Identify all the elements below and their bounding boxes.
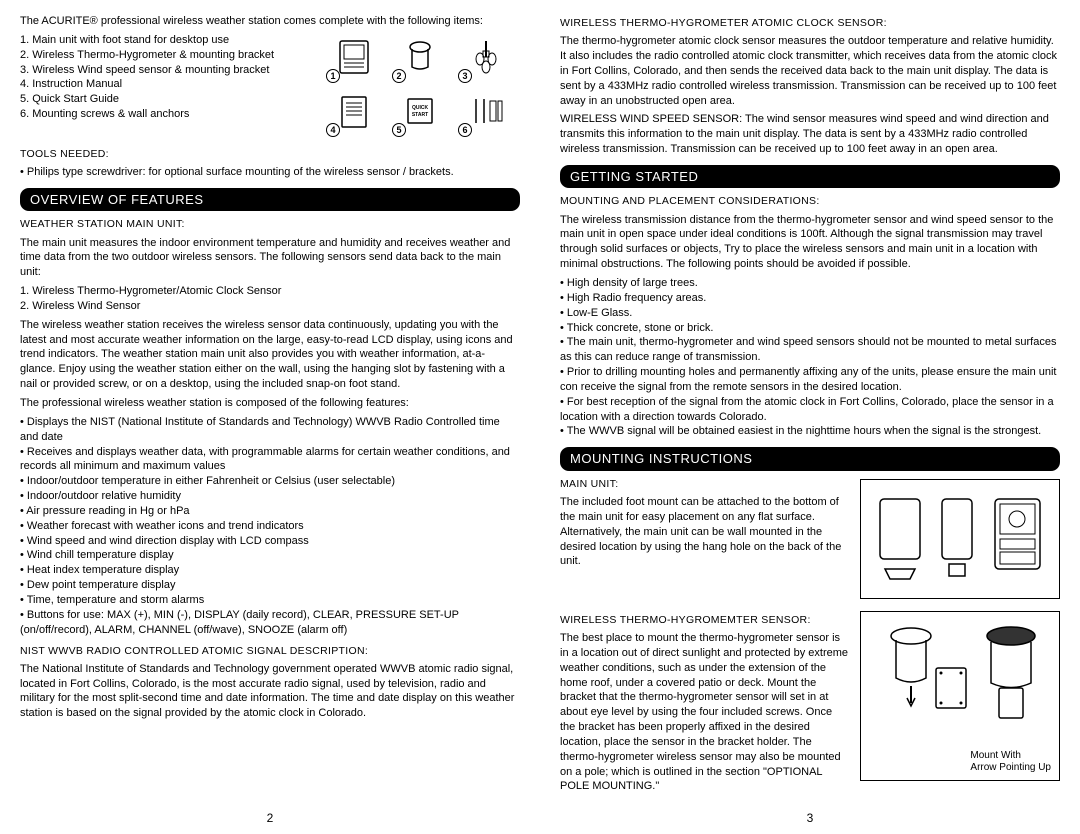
nist-paragraph: The National Institute of Standards and … — [20, 662, 520, 721]
main-unit-mounting-illustration — [860, 479, 1060, 599]
intro-text: The ACURITE® professional wireless weath… — [20, 14, 520, 29]
page-number-right: 3 — [807, 810, 814, 826]
wsmu-paragraph-2: The wireless weather station receives th… — [20, 318, 520, 392]
tools-needed-heading: TOOLS NEEDED: — [20, 147, 520, 161]
mount-caption: Mount With Arrow Pointing Up — [970, 750, 1051, 774]
page-right: WIRELESS THERMO-HYGROMETER ATOMIC CLOCK … — [540, 0, 1080, 834]
tools-needed-text: • Philips type screwdriver: for optional… — [20, 165, 520, 180]
nist-heading: NIST WWVB RADIO CONTROLLED ATOMIC SIGNAL… — [20, 644, 520, 658]
svg-text:START: START — [412, 112, 428, 118]
getting-started-header: GETTING STARTED — [560, 165, 1060, 189]
features-intro: The professional wireless weather statio… — [20, 396, 520, 411]
mounting-placement-heading: MOUNTING AND PLACEMENT CONSIDERATIONS: — [560, 194, 1060, 208]
page-left: The ACURITE® professional wireless weath… — [0, 0, 540, 834]
overview-header: OVERVIEW OF FEATURES — [20, 188, 520, 212]
thermo-hygrometer-heading: WIRELESS THERMO-HYGROMETER ATOMIC CLOCK … — [560, 16, 1060, 30]
package-items-illustration: 1 2 3 4 QUICKSTART5 6 — [320, 33, 520, 135]
wsmu-paragraph-1: The main unit measures the indoor enviro… — [20, 236, 520, 281]
svg-text:QUICK: QUICK — [412, 105, 429, 111]
mounting-placement-list: • High density of large trees. • High Ra… — [560, 276, 1060, 439]
wind-sensor-paragraph: WIRELESS WIND SPEED SENSOR: The wind sen… — [560, 112, 1060, 157]
mounting-instructions-header: MOUNTING INSTRUCTIONS — [560, 447, 1060, 471]
thermo-hygrometer-paragraph: The thermo-hygrometer atomic clock senso… — [560, 34, 1060, 108]
mounting-placement-paragraph: The wireless transmission distance from … — [560, 213, 1060, 272]
page-number-left: 2 — [267, 810, 274, 826]
features-list: • Displays the NIST (National Institute … — [20, 415, 520, 638]
sensors-list: 1. Wireless Thermo-Hygrometer/Atomic Clo… — [20, 284, 520, 314]
thermo-sensor-mounting-illustration: Mount With Arrow Pointing Up — [860, 611, 1060, 781]
weather-station-main-unit-heading: WEATHER STATION MAIN UNIT: — [20, 217, 520, 231]
